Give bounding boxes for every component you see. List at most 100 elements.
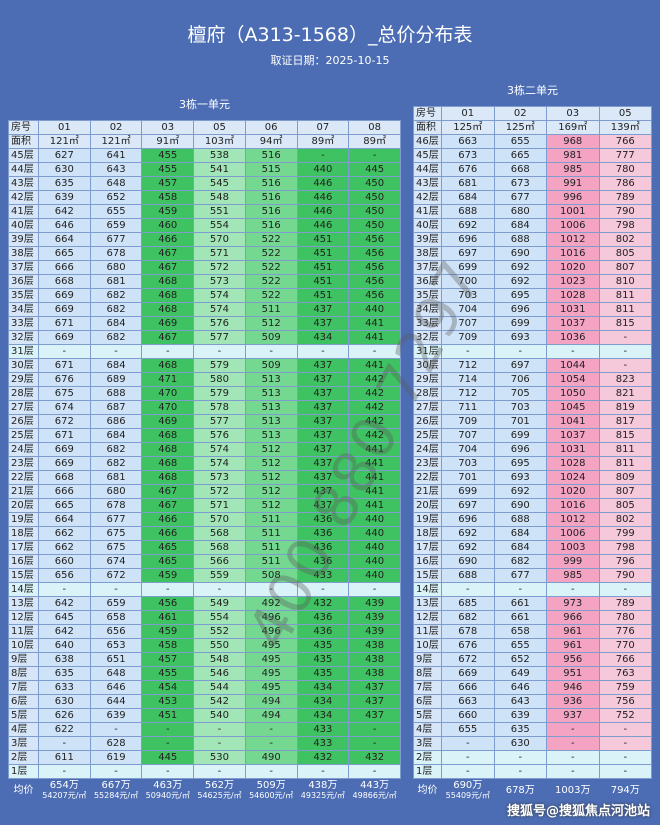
room: 03 bbox=[141, 120, 195, 135]
price: 688 bbox=[493, 512, 547, 527]
price: 437 bbox=[348, 680, 401, 695]
total-price: 690万 bbox=[453, 780, 483, 791]
price: 1028 bbox=[546, 288, 600, 303]
price: 511 bbox=[244, 302, 298, 317]
price: 703 bbox=[441, 288, 495, 303]
price: 655 bbox=[493, 638, 547, 653]
price: 451 bbox=[296, 288, 350, 303]
price: 554 bbox=[193, 218, 246, 233]
price: - bbox=[598, 330, 652, 345]
price: 690 bbox=[493, 498, 547, 513]
floor: 31层 bbox=[413, 344, 442, 359]
price: 693 bbox=[493, 470, 547, 485]
price: 451 bbox=[141, 708, 195, 723]
price: 666 bbox=[38, 484, 91, 499]
price: 675 bbox=[89, 526, 143, 541]
price: - bbox=[441, 582, 495, 597]
floor-row: 8层 669 649 951 763 bbox=[413, 666, 652, 681]
price: - bbox=[493, 344, 547, 359]
price: 966 bbox=[546, 610, 600, 625]
floor: 15层 bbox=[413, 568, 442, 583]
price: 658 bbox=[89, 610, 143, 625]
price: 468 bbox=[141, 288, 195, 303]
price: 522 bbox=[244, 260, 298, 275]
floor-row: 31层 - - - - bbox=[413, 344, 652, 359]
floor-row: 40层 646 659 460 554 516 446 450 bbox=[8, 218, 401, 233]
price: 1036 bbox=[546, 330, 600, 345]
unit-price: 54600元/㎡ bbox=[249, 791, 294, 800]
floor-row: 32层 669 682 467 577 509 434 441 bbox=[8, 330, 401, 345]
price: 690 bbox=[441, 554, 495, 569]
floor: 40层 bbox=[8, 218, 39, 233]
price: 697 bbox=[441, 246, 495, 261]
floor-row: 23层 669 682 468 574 512 437 441 bbox=[8, 456, 401, 471]
price: 665 bbox=[38, 246, 91, 261]
floor: 44层 bbox=[413, 162, 442, 177]
price: 664 bbox=[38, 232, 91, 247]
price: - bbox=[348, 582, 401, 597]
price: 450 bbox=[348, 204, 401, 219]
floor: 13层 bbox=[8, 596, 39, 611]
price: 669 bbox=[38, 442, 91, 457]
price: 961 bbox=[546, 638, 600, 653]
price: 821 bbox=[598, 386, 652, 401]
floor: 41层 bbox=[8, 204, 39, 219]
total-price: 654万 bbox=[49, 780, 79, 791]
price: 672 bbox=[441, 652, 495, 667]
price: 656 bbox=[89, 624, 143, 639]
price: 936 bbox=[546, 694, 600, 709]
floor: 45层 bbox=[8, 148, 39, 163]
floor-row: 45层 627 641 455 538 516- - bbox=[8, 148, 401, 163]
price: 639 bbox=[89, 708, 143, 723]
floor-row: 11层 642 656 459 552 496 436 439 bbox=[8, 624, 401, 639]
price: 436 bbox=[296, 554, 350, 569]
price: - bbox=[38, 736, 91, 751]
price: 455 bbox=[141, 162, 195, 177]
floor: 8层 bbox=[8, 666, 39, 681]
price: 780 bbox=[598, 610, 652, 625]
price: 1054 bbox=[546, 372, 600, 387]
floor-row: 37层 666 680 467 572 522 451 456 bbox=[8, 260, 401, 275]
floor: 39层 bbox=[8, 232, 39, 247]
price: 655 bbox=[441, 722, 495, 737]
price: 817 bbox=[598, 414, 652, 429]
floor-row: 4层 622- - - -433- bbox=[8, 722, 401, 737]
price: 692 bbox=[493, 260, 547, 275]
price: - bbox=[141, 582, 195, 597]
floor: 46层 bbox=[413, 134, 442, 149]
price: 576 bbox=[193, 316, 246, 331]
price: 662 bbox=[38, 540, 91, 555]
price: 1020 bbox=[546, 260, 600, 275]
price: 490 bbox=[244, 750, 298, 765]
price: 494 bbox=[244, 708, 298, 723]
price: 512 bbox=[244, 470, 298, 485]
price: 451 bbox=[296, 232, 350, 247]
price: 512 bbox=[244, 498, 298, 513]
price: 635 bbox=[493, 722, 547, 737]
floor-row: 11层 678 658 961 776 bbox=[413, 624, 652, 639]
price: 705 bbox=[493, 386, 547, 401]
price: 572 bbox=[193, 484, 246, 499]
floor: 6层 bbox=[8, 694, 39, 709]
price: 1016 bbox=[546, 246, 600, 261]
price: 545 bbox=[193, 176, 246, 191]
floor: 23层 bbox=[413, 456, 442, 471]
price: 446 bbox=[296, 190, 350, 205]
price: 513 bbox=[244, 386, 298, 401]
floor-row: 33层 707 699 1037 815 bbox=[413, 316, 652, 331]
price: 439 bbox=[348, 596, 401, 611]
floor: 11层 bbox=[8, 624, 39, 639]
price: 467 bbox=[141, 498, 195, 513]
floor-row: 24层 704 696 1031 811 bbox=[413, 442, 652, 457]
price: 639 bbox=[493, 708, 547, 723]
floor: 19层 bbox=[8, 512, 39, 527]
price: 619 bbox=[89, 750, 143, 765]
floor: 42层 bbox=[413, 190, 442, 205]
price: 641 bbox=[89, 148, 143, 163]
price: 684 bbox=[89, 316, 143, 331]
floor-row: 29层 676 689 471 580 513 437 442 bbox=[8, 372, 401, 387]
unit-price: 50940元/㎡ bbox=[145, 791, 190, 800]
price: 516 bbox=[244, 190, 298, 205]
price: 674 bbox=[89, 554, 143, 569]
price: 622 bbox=[38, 722, 91, 737]
